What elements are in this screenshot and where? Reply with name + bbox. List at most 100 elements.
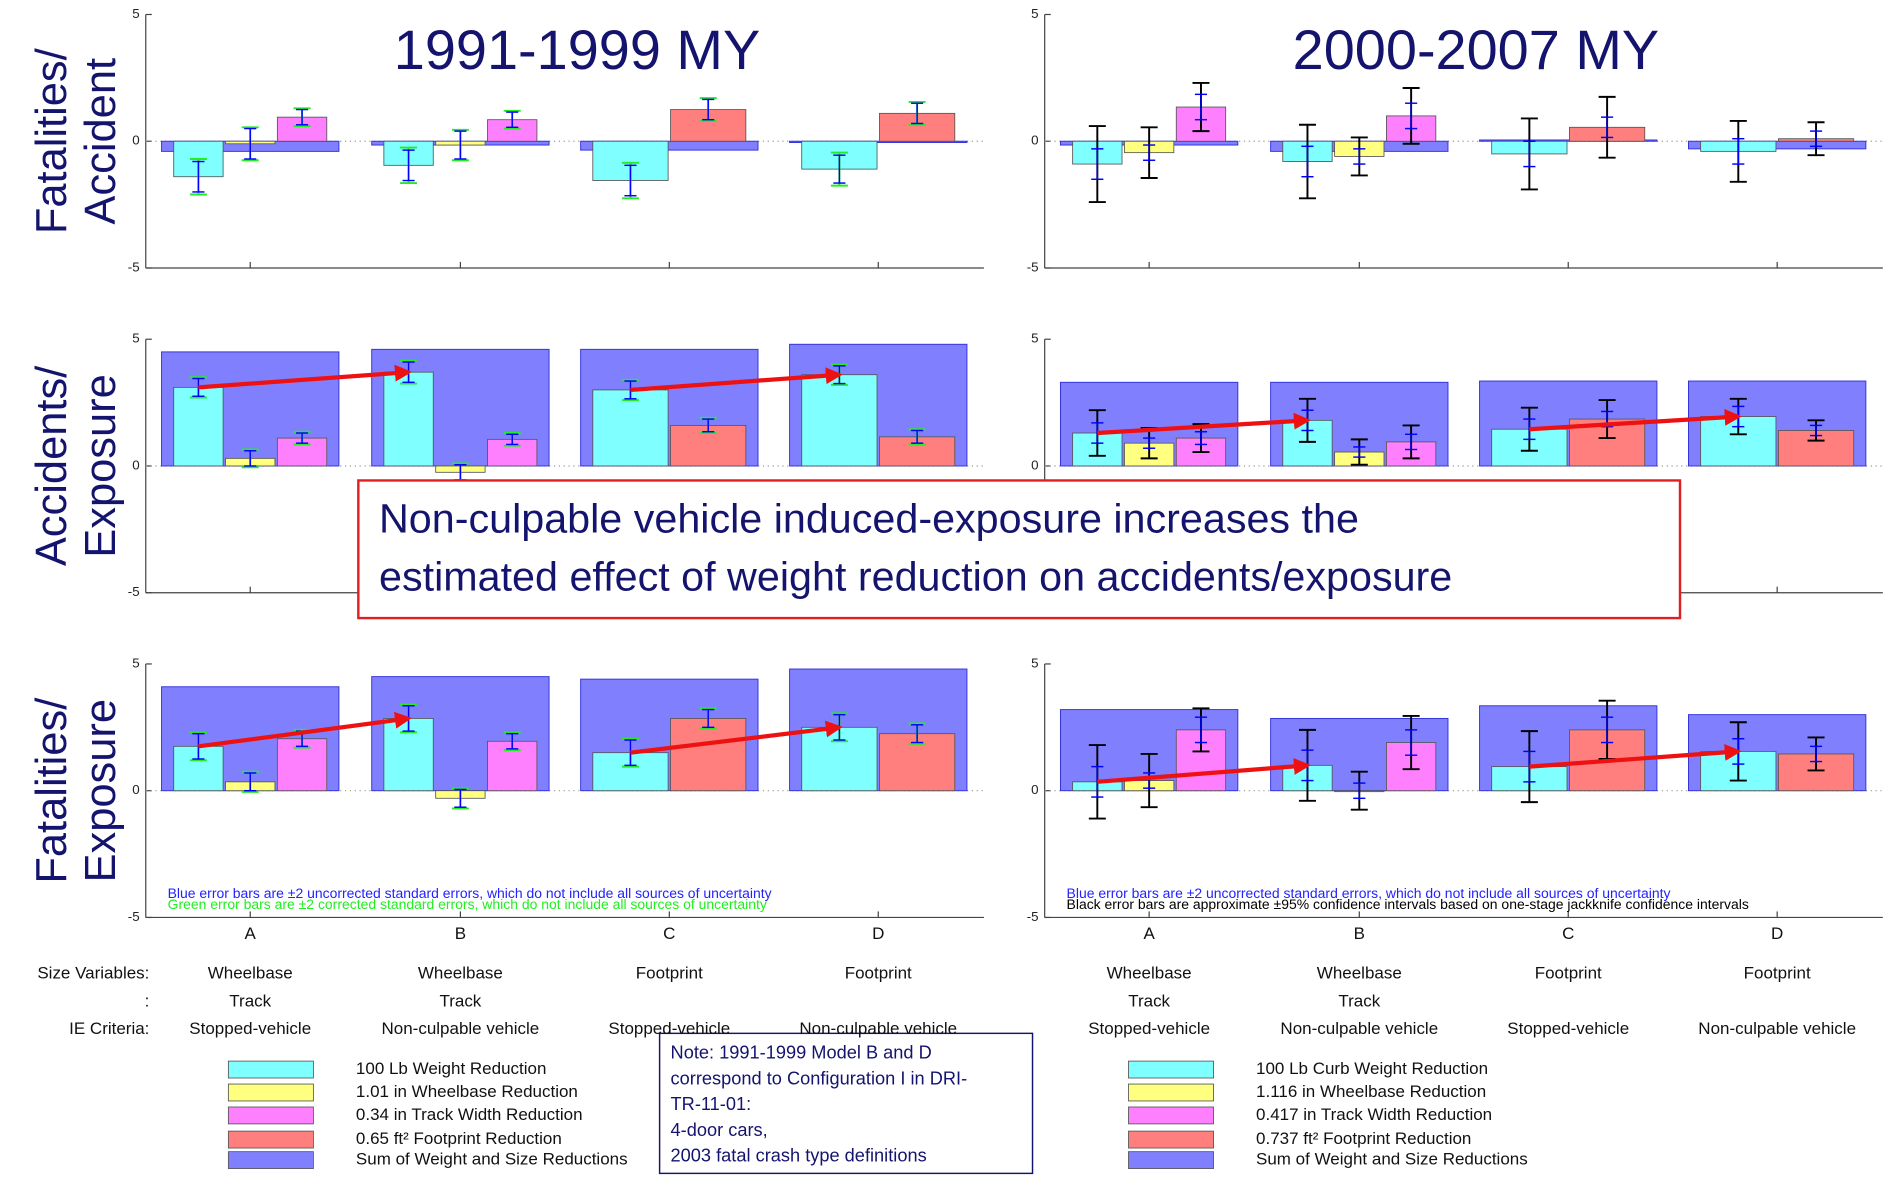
y-tick-label: 5 (1031, 331, 1038, 346)
x-tick-label: B (455, 924, 466, 943)
size-variable: Wheelbase (208, 964, 293, 983)
size-variable: Footprint (845, 964, 912, 983)
error-bar (1353, 782, 1366, 800)
sum-bar (1688, 140, 1867, 150)
legend-label: 0.65 ft² Footprint Reduction (356, 1129, 562, 1148)
note-line: 4-door cars, (671, 1120, 768, 1140)
y-tick-label: 5 (1031, 6, 1038, 21)
error-bar (1194, 93, 1208, 121)
size-variable: Track (229, 991, 271, 1010)
error-bar (1523, 418, 1536, 441)
size-variable: Footprint (636, 964, 703, 983)
error-bar (1523, 140, 1536, 168)
error-bar (402, 149, 415, 182)
y-axis-label: Accident (77, 58, 125, 225)
legend-swatch (1128, 1083, 1214, 1102)
error-bar (295, 432, 309, 444)
charts: 5 0 -5 1991-1999 MY Fatalities/Accident 5 0 -5 A… (28, 6, 1883, 943)
y-tick-label: 0 (1031, 133, 1038, 148)
error-bar (1353, 446, 1366, 458)
error-bar (244, 450, 257, 467)
sum-bar (789, 140, 968, 143)
callout-text: estimated effect of weight reduction on … (379, 553, 1452, 599)
error-bar (454, 130, 467, 160)
note-line: correspond to Configuration I in DRI- (671, 1068, 968, 1088)
callout: Non-culpable vehicle induced-exposure in… (357, 479, 1682, 620)
error-bar (1523, 750, 1536, 783)
bar (592, 389, 669, 467)
arrow (198, 711, 412, 749)
error-bar (1091, 148, 1104, 180)
error-note: Blue error bars are ±2 uncorrected stand… (1067, 885, 1671, 901)
error-bar (702, 708, 715, 729)
size-variable: Wheelbase (1107, 964, 1192, 983)
arrow (630, 720, 843, 755)
y-axis-label: Fatalities/ (28, 697, 76, 884)
error-bar (1601, 116, 1614, 139)
size-variable: Track (1128, 991, 1170, 1010)
error-bar (1405, 102, 1418, 130)
error-bar (1732, 137, 1745, 165)
bar (879, 436, 956, 467)
panel: 5 0 -5 1991-1999 MY Fatalities/Accident (28, 6, 984, 274)
legend-label: 100 Lb Weight Reduction (356, 1059, 546, 1078)
y-tick-label: 5 (132, 331, 139, 346)
error-bar (1194, 716, 1208, 744)
y-tick-label: -5 (1027, 260, 1039, 275)
y-tick-label: 5 (132, 655, 139, 670)
error-note: Green error bars are ±2 corrected standa… (168, 896, 767, 912)
legend-label: Sum of Weight and Size Reductions (1256, 1150, 1528, 1169)
panel: 50-5 (1027, 331, 1883, 599)
y-axis-label: Exposure (77, 374, 125, 558)
error-bar (1301, 145, 1314, 178)
legend-label: 0.34 in Track Width Reduction (356, 1105, 583, 1124)
legend-label: Sum of Weight and Size Reductions (356, 1150, 628, 1169)
note-line: Note: 1991-1999 Model B and D (671, 1043, 932, 1063)
x-tick-label: A (245, 924, 257, 943)
table-row-label: Size Variables: (37, 964, 149, 983)
legend-label: 0.737 ft² Footprint Reduction (1256, 1129, 1471, 1148)
y-tick-label: 0 (1031, 782, 1038, 797)
x-tick-label: D (1771, 924, 1783, 943)
arrow (630, 367, 843, 393)
error-bar (506, 111, 519, 129)
table-row-label: : (145, 991, 150, 1010)
bar (801, 374, 878, 467)
note-line: TR-11-01: (671, 1094, 752, 1114)
y-tick-label: 5 (1031, 655, 1038, 670)
note-box (658, 1032, 1034, 1175)
bar (670, 718, 747, 792)
ie-criteria: Stopped-vehicle (189, 1019, 311, 1038)
error-bar (911, 724, 924, 744)
ie-criteria: Non-culpable vehicle (1698, 1019, 1856, 1038)
bottom: 100 Lb Weight Reduction 1.01 in Wheelbase… (37, 964, 1856, 1175)
error-bar (911, 429, 924, 444)
ie-criteria: Non-culpable vehicle (382, 1019, 540, 1038)
error-bar (1809, 745, 1823, 763)
legend-label: 1.01 in Wheelbase Reduction (356, 1082, 578, 1101)
error-bar (506, 732, 519, 750)
x-tick-label: C (663, 924, 675, 943)
bar (383, 371, 434, 467)
error-bar (1143, 772, 1156, 789)
ie-criteria: Non-culpable vehicle (1280, 1019, 1438, 1038)
error-bar (295, 108, 309, 126)
arrow (1097, 412, 1311, 436)
legend-swatch (1128, 1060, 1214, 1079)
panel: 5 0 -5 A B C D Fatalities/Exposure Blue error ba… (28, 655, 984, 943)
chart-title: 1991-1999 MY (394, 19, 760, 81)
x-tick-label: B (1354, 924, 1365, 943)
error-note: Blue error bars are ±2 uncorrected stand… (168, 885, 772, 901)
arrow (1097, 757, 1311, 784)
y-axis-label: Fatalities/ (28, 47, 76, 234)
callout-text: Non-culpable vehicle induced-exposure in… (379, 495, 1359, 541)
error-bar (624, 164, 637, 197)
error-bar (244, 772, 257, 792)
legend-swatch (227, 1130, 314, 1149)
ie-criteria: Stopped-vehicle (1507, 1019, 1629, 1038)
y-tick-label: -5 (128, 909, 140, 924)
error-bar (192, 160, 205, 193)
ie-criteria: Stopped-vehicle (608, 1019, 730, 1038)
